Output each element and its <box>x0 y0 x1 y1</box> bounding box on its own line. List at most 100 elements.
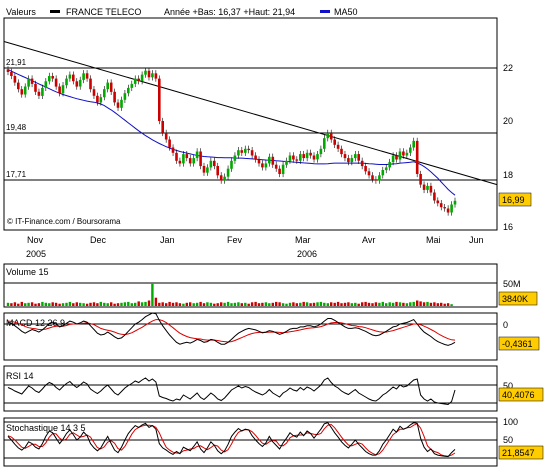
candle-body <box>364 166 367 172</box>
volume-bar <box>175 302 178 306</box>
rsi-title: RSI 14 <box>6 371 34 381</box>
volume-bar <box>330 302 333 306</box>
volume-bar <box>268 303 271 306</box>
month-label-fev: Fev <box>227 235 243 245</box>
macd-signal-line <box>7 319 456 343</box>
volume-bar <box>371 303 374 306</box>
candle-body <box>188 158 192 164</box>
candle-body <box>426 185 429 190</box>
stochastic-k-line <box>7 422 456 458</box>
candle-body <box>54 78 58 87</box>
volume-bar <box>354 302 357 306</box>
volume-bar <box>75 302 78 306</box>
volume-bar <box>116 303 120 306</box>
candle-body <box>89 78 92 90</box>
volume-bar <box>185 302 188 306</box>
volume-bar <box>443 303 446 306</box>
candle-body <box>133 78 137 84</box>
candle-body <box>264 163 268 168</box>
price-yaxis: 22 20 18 16 <box>503 63 513 232</box>
stochastic-ytick-50: 50 <box>503 435 513 445</box>
price-ytick-20: 20 <box>503 116 513 126</box>
volume-bar <box>405 303 409 306</box>
volume-bar <box>374 302 378 306</box>
volume-bar <box>343 302 347 306</box>
volume-bar <box>316 302 319 306</box>
candle-body <box>254 155 257 160</box>
candle-body <box>171 147 175 153</box>
rsi-value-box: 40,4076 <box>498 387 544 402</box>
candle-body <box>202 166 206 173</box>
volume-bar <box>147 300 151 306</box>
volume-bar <box>130 303 133 306</box>
volume-bar <box>89 302 92 306</box>
volume-bar <box>85 303 89 306</box>
volume-bar <box>61 303 65 306</box>
candle-body <box>309 152 312 156</box>
candle-body <box>274 164 278 169</box>
price-value-box: 16,99 <box>498 192 532 207</box>
candle-body <box>199 151 202 167</box>
candle-body <box>316 154 319 160</box>
candle-body <box>367 171 371 176</box>
volume-bars-group <box>6 283 453 306</box>
volume-bar <box>144 301 147 306</box>
candle-body <box>412 140 415 148</box>
candle-body <box>409 147 412 153</box>
volume-bar <box>220 302 223 306</box>
macd-title: MACD 12 26 9 <box>6 318 65 328</box>
volume-bar <box>409 302 412 306</box>
volume-bar <box>92 302 96 306</box>
macd-line <box>7 312 456 346</box>
candle-body <box>329 132 333 140</box>
candle-body <box>130 83 134 88</box>
volume-bar <box>391 302 395 306</box>
volume-bar <box>58 303 61 306</box>
volume-bar <box>426 301 429 306</box>
candle-body <box>302 154 305 159</box>
volume-bar <box>171 302 175 306</box>
volume-bar <box>10 303 13 306</box>
candle-body <box>65 78 68 86</box>
candle-body <box>402 151 405 156</box>
candle-body <box>312 155 316 160</box>
candle-body <box>350 158 354 163</box>
volume-bar <box>161 302 164 306</box>
volume-bar <box>213 303 216 306</box>
candle-body <box>27 78 30 87</box>
candle-body <box>439 203 443 208</box>
volume-bar <box>250 302 254 306</box>
volume-bar <box>154 297 158 306</box>
candle-body <box>109 82 113 92</box>
volume-bar <box>340 303 343 306</box>
volume-bar <box>99 301 102 306</box>
volume-bar <box>440 302 443 306</box>
volume-bar <box>137 301 140 306</box>
volume-bar <box>34 303 37 306</box>
candle-body <box>371 175 374 180</box>
candle-body <box>34 83 37 92</box>
volume-bar <box>323 302 326 306</box>
candle-body <box>360 160 364 167</box>
candle-body <box>61 85 65 94</box>
price-panel: 21,91 19,48 17,71 © IT-Finance.com / Bou… <box>3 17 532 259</box>
volume-bar <box>230 303 233 306</box>
volume-bar <box>37 303 41 306</box>
candle-body <box>323 138 326 149</box>
candle-body <box>164 132 168 140</box>
volume-bar <box>381 301 384 306</box>
volume-bar <box>361 302 364 306</box>
candle-body <box>292 155 295 160</box>
volume-bar <box>326 303 329 306</box>
volume-bar <box>367 302 371 306</box>
volume-bar <box>288 302 292 306</box>
macd-ytick-0: 0 <box>503 320 508 330</box>
volume-bar <box>412 301 415 306</box>
stochastic-panel: Stochastique 14 3 5 100 50 21,8547 <box>3 417 544 467</box>
header-label: Valeurs <box>6 7 36 17</box>
candle-body <box>17 82 20 90</box>
volume-bar <box>233 302 237 306</box>
candle-body <box>453 200 457 205</box>
volume-bar <box>240 303 243 306</box>
candle-body <box>429 185 433 193</box>
